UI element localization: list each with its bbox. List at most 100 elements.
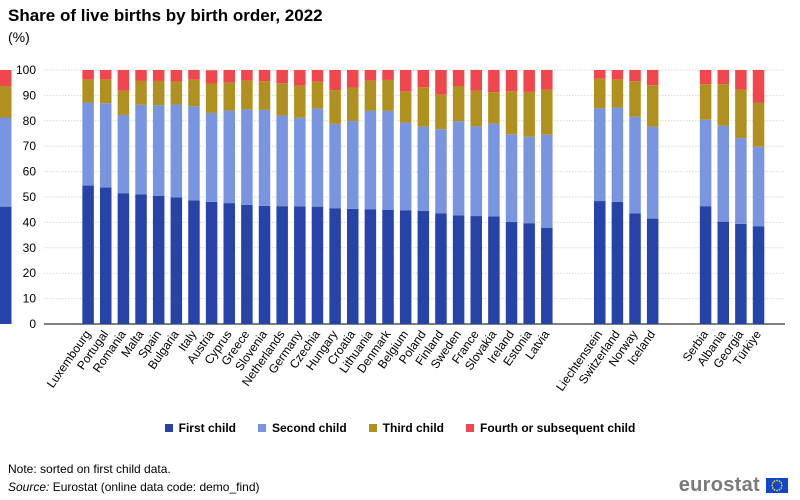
bar-segment-albania-3 [717,84,729,126]
bar-segment-belgium-2 [399,122,412,211]
bar-segment-switzerland-3 [611,79,624,108]
bar-segment-cyprus-2 [223,110,235,204]
legend-swatch [164,424,173,432]
legend-item-first-child: First child [164,421,236,435]
legend-label: First child [178,421,236,435]
bar-segment-poland-3 [417,87,430,127]
bar-segment-eu-3 [0,86,12,118]
bar-segment-italy-3 [188,79,200,107]
bar-segment-luxembourg-2 [82,102,94,186]
y-tick-label: 50 [23,190,37,204]
bar-segment-iceland-4 [646,70,659,86]
legend: First child Second child Third child Fou… [0,421,800,435]
legend-item-fourth-child: Fourth or subsequent child [466,421,635,435]
bar-segment-sweden-4 [452,70,465,87]
bar-segment-t-rkiye-1 [752,226,765,324]
bar-segment-portugal-4 [100,70,112,80]
bar-segment-croatia-4 [347,70,359,88]
bar-segment-eu-4 [0,70,12,87]
bar-segment-norway-3 [629,81,641,117]
bar-segment-romania-1 [117,193,130,324]
bar-segment-latvia-2 [541,134,553,228]
bar-segment-cyprus-3 [223,82,235,111]
bar-segment-slovakia-1 [488,216,500,324]
bar-segment-belgium-4 [399,70,412,92]
bar-segment-eu-2 [0,117,12,207]
bar-segment-slovenia-4 [258,70,271,82]
bar-segment-hungary-2 [329,123,341,209]
chart-title: Share of live births by birth order, 202… [8,6,323,25]
bar-segment-switzerland-1 [611,201,624,324]
bar-segment-norway-2 [629,116,641,214]
bar-segment-malta-3 [135,80,147,105]
bar-segment-czechia-3 [311,81,324,109]
bar-segment-italy-4 [188,70,200,80]
bar-segment-slovenia-2 [258,109,271,206]
bar-segment-france-2 [470,126,482,217]
bar-segment-serbia-4 [699,70,712,85]
bar-segment-hungary-1 [329,208,341,324]
bar-segment-iceland-1 [646,218,659,324]
bar-segment-finland-2 [435,129,447,214]
bar-segment-austria-2 [205,112,218,202]
bar-segment-malta-1 [135,194,147,324]
bar-segment-serbia-3 [699,84,712,120]
bar-segment-greece-3 [241,80,253,110]
bar-segment-cyprus-4 [223,70,235,83]
bar-segment-netherlands-2 [276,115,288,207]
legend-label: Second child [271,421,347,435]
bar-segment-luxembourg-4 [82,70,94,80]
bar-segment-france-3 [470,90,482,127]
eu-flag-icon [766,478,788,493]
bar-segment-greece-2 [241,109,253,205]
logo-text: eurostat [678,474,760,496]
bar-segment-lithuania-1 [364,209,377,324]
bar-segment-norway-1 [629,213,641,324]
y-tick-label: 100 [16,63,36,77]
bar-segment-malta-4 [135,70,147,81]
y-tick-label: 40 [23,215,37,229]
bar-segment-finland-3 [435,94,447,130]
y-tick-label: 10 [23,292,37,306]
bar-segment-lithuania-3 [364,80,377,111]
y-tick-label: 60 [23,165,37,179]
bar-segment-serbia-1 [699,206,712,324]
bar-segment-slovenia-1 [258,205,271,324]
bar-segment-romania-4 [117,70,130,91]
bar-segment-croatia-1 [347,208,359,324]
bar-segment-bulgaria-3 [170,81,183,105]
bar-segment-cyprus-1 [223,203,235,324]
bar-segment-iceland-3 [646,85,659,127]
bar-segment-spain-1 [152,195,165,324]
bar-segment-croatia-3 [347,87,359,122]
y-tick-label: 0 [29,317,36,331]
bar-segment-slovakia-2 [488,123,500,217]
legend-item-second-child: Second child [257,421,347,435]
bar-segment-greece-4 [241,70,253,81]
bar-segment-netherlands-1 [276,206,288,324]
bar-segment-estonia-2 [523,136,535,224]
bar-segment-norway-4 [629,70,641,82]
bar-segment-georgia-4 [735,70,747,90]
y-tick-label: 20 [23,266,37,280]
source-line: Source: Eurostat (online data code: demo… [8,480,260,494]
bar-chart: 0102030405060708090100EULuxembourgPortug… [0,63,785,394]
bar-segment-hungary-3 [329,90,341,124]
bar-segment-bulgaria-2 [170,104,183,198]
bar-segment-poland-2 [417,126,430,211]
bar-segment-serbia-2 [699,119,712,207]
bar-segment-greece-1 [241,204,253,324]
legend-label: Fourth or subsequent child [480,421,636,435]
bar-segment-portugal-3 [100,79,112,104]
bar-segment-germany-2 [294,117,306,207]
bar-segment-albania-2 [717,125,729,222]
bar-segment-switzerland-2 [611,107,624,202]
bar-segment-slovakia-3 [488,92,500,124]
bar-segment-portugal-1 [100,187,112,324]
bar-segment-latvia-3 [541,89,553,135]
legend-label: Third child [382,421,445,435]
bar-segment-georgia-1 [735,223,747,324]
bar-segment-bulgaria-1 [170,197,183,324]
bar-segment-italy-1 [188,200,200,324]
bar-segment-sweden-2 [452,121,465,216]
